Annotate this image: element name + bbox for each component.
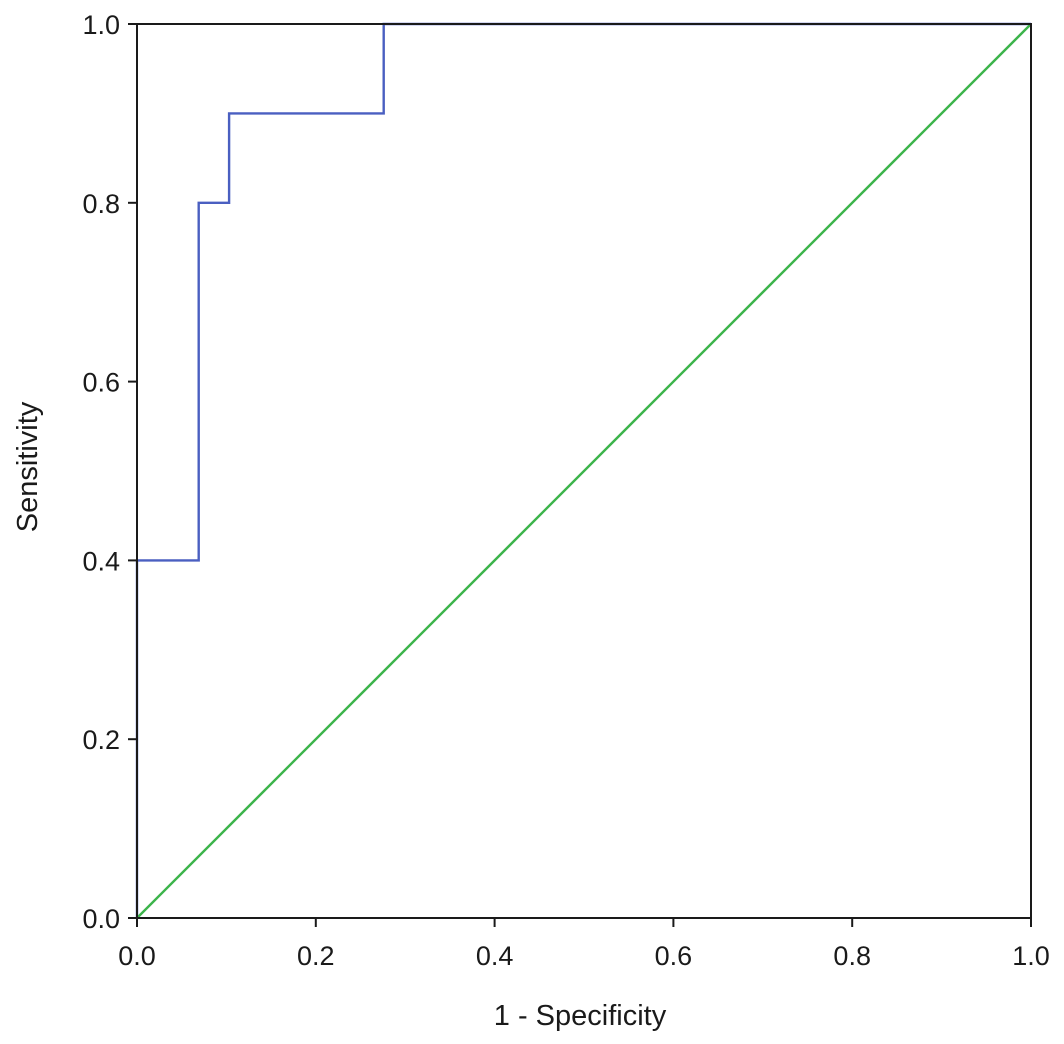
y-tick-label: 0.2 [82,725,120,755]
roc-curve-line [135,22,1031,918]
y-tick-label: 1.0 [82,10,120,40]
x-tick-label: 0.6 [655,941,693,971]
chart-marks [135,22,1032,919]
x-tick-label: 0.0 [118,941,156,971]
axis-ticks: 0.0 0.2 0.4 0.6 0.8 1.0 0.0 0.2 0.4 0.6 0.8 1.0 [82,10,1049,971]
y-tick-label: 0.0 [82,904,120,934]
x-tick-label: 0.4 [476,941,514,971]
x-tick-label: 1.0 [1012,941,1050,971]
y-tick-label: 0.6 [82,368,120,398]
x-tick-label: 0.2 [297,941,335,971]
plot-frame [136,23,1032,919]
reference-diagonal-line [136,23,1032,919]
y-tick-label: 0.4 [82,546,120,576]
x-tick-label: 0.8 [833,941,871,971]
y-axis-label: Sensitivity [12,401,44,532]
x-axis-label: 1 - Specificity [494,1000,667,1032]
y-tick-label: 0.8 [82,189,120,219]
